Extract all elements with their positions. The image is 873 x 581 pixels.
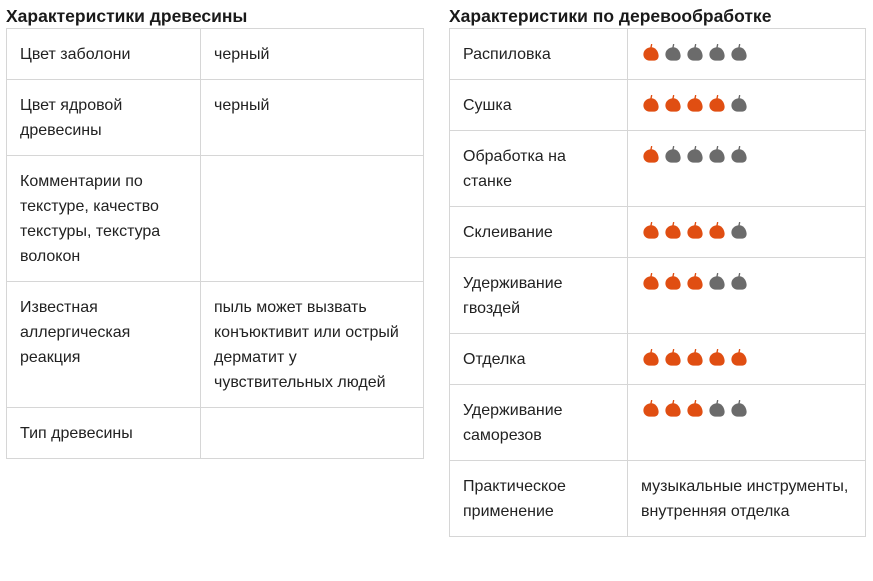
table-row: Известная аллергическая реакция пыль мож… bbox=[6, 281, 424, 408]
row-value bbox=[200, 407, 424, 459]
leaf-icon bbox=[685, 95, 705, 113]
woodworking-panel: Характеристики по деревообработке Распил… bbox=[449, 0, 866, 537]
leaf-icon bbox=[685, 400, 705, 418]
row-label: Удерживание саморезов bbox=[449, 384, 628, 461]
leaf-icon bbox=[641, 400, 661, 418]
leaf-icon bbox=[685, 44, 705, 62]
leaf-icon bbox=[663, 400, 683, 418]
leaf-rating bbox=[641, 398, 853, 418]
row-value: музыкальные инструменты, внутренняя отде… bbox=[627, 460, 866, 537]
leaf-icon bbox=[641, 146, 661, 164]
leaf-icon bbox=[685, 349, 705, 367]
leaf-icon bbox=[663, 222, 683, 240]
table-row: Склеивание bbox=[449, 206, 866, 258]
leaf-icon bbox=[729, 222, 749, 240]
table-row: Комментарии по текстуре, качество тексту… bbox=[6, 155, 424, 282]
leaf-icon bbox=[663, 349, 683, 367]
row-label: Комментарии по текстуре, качество тексту… bbox=[6, 155, 201, 282]
row-label: Склеивание bbox=[449, 206, 628, 258]
leaf-icon bbox=[663, 44, 683, 62]
leaf-icon bbox=[707, 222, 727, 240]
table-row: Удерживание саморезов bbox=[449, 384, 866, 461]
table-row: Удерживание гвоздей bbox=[449, 257, 866, 334]
leaf-rating bbox=[641, 220, 853, 240]
woodworking-table: Распиловка Сушка Обработка на станке Скл… bbox=[449, 28, 866, 537]
rating-cell bbox=[627, 130, 866, 207]
leaf-icon bbox=[729, 95, 749, 113]
row-value: черный bbox=[200, 28, 424, 80]
leaf-icon bbox=[729, 400, 749, 418]
row-value bbox=[200, 155, 424, 282]
table-row: Тип древесины bbox=[6, 407, 424, 459]
row-value: пыль может вызвать конъюктивит или остры… bbox=[200, 281, 424, 408]
rating-cell bbox=[627, 79, 866, 131]
leaf-rating bbox=[641, 93, 853, 113]
leaf-icon bbox=[729, 273, 749, 291]
rating-cell bbox=[627, 28, 866, 80]
leaf-rating bbox=[641, 271, 853, 291]
row-label: Цвет заболони bbox=[6, 28, 201, 80]
leaf-icon bbox=[707, 273, 727, 291]
table-row: Распиловка bbox=[449, 28, 866, 80]
leaf-icon bbox=[729, 146, 749, 164]
leaf-icon bbox=[641, 95, 661, 113]
row-label: Сушка bbox=[449, 79, 628, 131]
rating-cell bbox=[627, 384, 866, 461]
leaf-icon bbox=[641, 273, 661, 291]
leaf-rating bbox=[641, 347, 853, 367]
leaf-icon bbox=[729, 349, 749, 367]
leaf-icon bbox=[663, 146, 683, 164]
row-label: Отделка bbox=[449, 333, 628, 385]
leaf-icon bbox=[685, 273, 705, 291]
rating-cell bbox=[627, 257, 866, 334]
leaf-icon bbox=[663, 273, 683, 291]
leaf-icon bbox=[707, 44, 727, 62]
row-value: черный bbox=[200, 79, 424, 156]
row-label: Известная аллергическая реакция bbox=[6, 281, 201, 408]
leaf-icon bbox=[707, 400, 727, 418]
wood-characteristics-panel: Характеристики древесины Цвет заболони ч… bbox=[6, 0, 424, 459]
row-label: Цвет ядровой древесины bbox=[6, 79, 201, 156]
row-label: Обработка на станке bbox=[449, 130, 628, 207]
leaf-icon bbox=[707, 146, 727, 164]
table-row: Сушка bbox=[449, 79, 866, 131]
leaf-rating bbox=[641, 42, 853, 62]
leaf-icon bbox=[641, 349, 661, 367]
leaf-rating bbox=[641, 144, 853, 164]
rating-cell bbox=[627, 206, 866, 258]
table-row: Обработка на станке bbox=[449, 130, 866, 207]
leaf-icon bbox=[685, 146, 705, 164]
row-label: Практическое применение bbox=[449, 460, 628, 537]
leaf-icon bbox=[707, 95, 727, 113]
row-label: Распиловка bbox=[449, 28, 628, 80]
leaf-icon bbox=[685, 222, 705, 240]
leaf-icon bbox=[663, 95, 683, 113]
rating-cell bbox=[627, 333, 866, 385]
woodworking-section-title: Характеристики по деревообработке bbox=[449, 6, 772, 26]
leaf-icon bbox=[641, 44, 661, 62]
table-row: Цвет ядровой древесины черный bbox=[6, 79, 424, 156]
table-row: Цвет заболони черный bbox=[6, 28, 424, 80]
row-label: Тип древесины bbox=[6, 407, 201, 459]
wood-section-title: Характеристики древесины bbox=[6, 6, 248, 26]
table-row: Отделка bbox=[449, 333, 866, 385]
row-label: Удерживание гвоздей bbox=[449, 257, 628, 334]
wood-characteristics-table: Цвет заболони черный Цвет ядровой древес… bbox=[6, 28, 424, 459]
leaf-icon bbox=[641, 222, 661, 240]
leaf-icon bbox=[707, 349, 727, 367]
table-row: Практическое применение музыкальные инст… bbox=[449, 460, 866, 537]
leaf-icon bbox=[729, 44, 749, 62]
